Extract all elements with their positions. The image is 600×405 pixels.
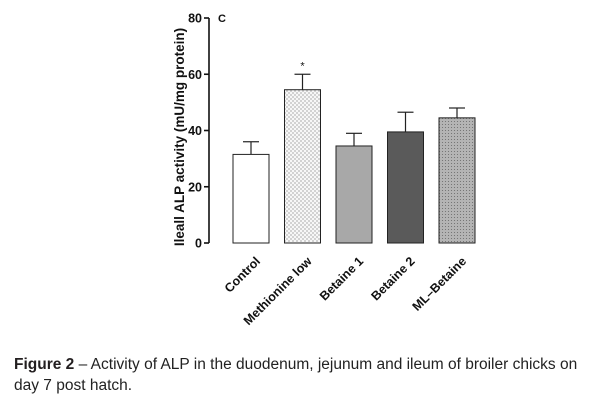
x-tick-label: Betaine 1 [317,254,366,303]
figure-caption: Figure 2 – Activity of ALP in the duoden… [14,354,590,396]
x-tick-label: ML–Betaine [410,254,470,314]
caption-text: – Activity of ALP in the duodenum, jejun… [14,356,578,394]
y-tick-label: 80 [188,12,202,26]
significance-marker: * [300,60,305,72]
bar [387,131,424,244]
axes: 0 20 40 60 80 [188,12,210,251]
bar [438,117,476,244]
panel-label: C [218,13,226,25]
x-tick-label: Control [222,254,263,295]
bar-chart: Ileall ALP activity (mU/mg protein) C 0 2… [172,12,476,328]
y-tick-label: 0 [195,237,202,251]
y-tick-label: 20 [188,180,202,194]
y-tick-label: 60 [188,68,202,82]
caption-label: Figure 2 [14,356,75,373]
bar [284,89,321,244]
bars-group: * [232,60,476,244]
y-tick-label: 40 [188,124,202,138]
bar [335,145,373,244]
y-axis-label: Ileall ALP activity (mU/mg protein) [172,28,187,246]
bar [232,153,270,244]
x-tick-label: Betaine 2 [368,254,417,303]
